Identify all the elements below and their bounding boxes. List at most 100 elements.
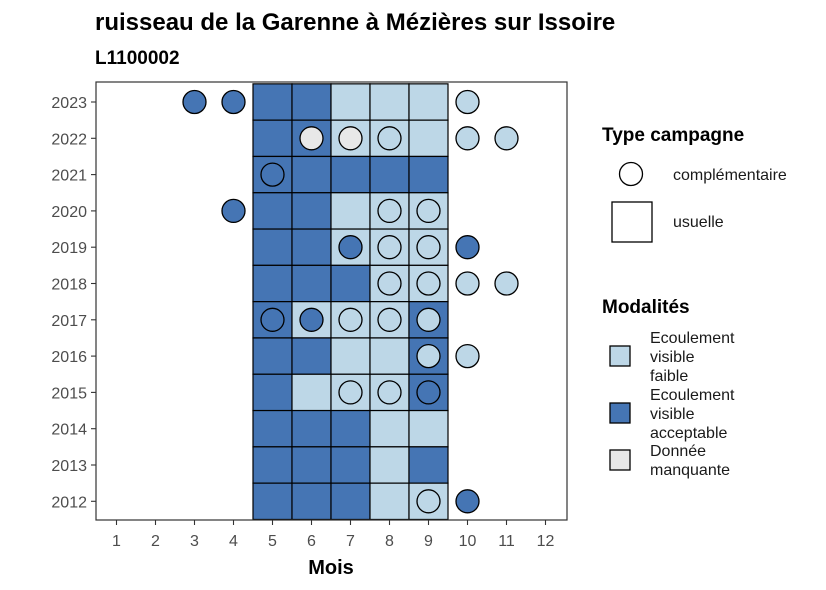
- legend-modalites-title: Modalités: [602, 297, 690, 318]
- x-tick-label: 1: [112, 533, 121, 550]
- tile-2021-8: [369, 155, 410, 194]
- x-tick-label: 3: [190, 533, 199, 550]
- tile-2012-7: [330, 482, 371, 521]
- legend-type-label: complémentaire: [673, 167, 787, 184]
- panel-border: [95, 81, 568, 521]
- x-tick-label: 4: [229, 533, 238, 550]
- point-2018-11: [494, 271, 519, 296]
- tile-2020-7: [330, 192, 371, 230]
- tile-2018-5: [252, 264, 293, 303]
- legend-square-key: [611, 201, 653, 243]
- point-2020-8: [377, 198, 402, 224]
- y-tick-label: 2017: [51, 313, 87, 330]
- x-tick-label: 12: [537, 533, 555, 550]
- x-tick-label: 9: [424, 533, 433, 550]
- tile-2012-6: [291, 482, 332, 521]
- point-2015-9: [416, 380, 441, 405]
- point-2023-4: [221, 89, 246, 115]
- legend-label-acceptable: Ecoulement visible acceptable: [650, 387, 735, 442]
- tile-2012-8: [369, 482, 410, 521]
- tile-2014-8: [369, 409, 410, 448]
- legend-key-manquante: [609, 449, 631, 471]
- tile-2020-5: [252, 192, 293, 230]
- tile-2022-5: [252, 119, 293, 158]
- tile-2014-6: [291, 409, 332, 448]
- point-2017-8: [377, 307, 402, 332]
- chart-subtitle: L1100002: [95, 48, 180, 69]
- legend-label-manquante: Donnée manquante: [650, 443, 730, 479]
- point-2022-7: [338, 126, 363, 151]
- point-2020-9: [416, 198, 441, 224]
- x-axis: 1 2 3 4 5 6 7 8 9 10 11 12: [112, 520, 555, 550]
- point-2021-5: [260, 162, 285, 187]
- tile-2016-7: [330, 337, 371, 375]
- point-2018-10: [455, 271, 480, 296]
- tile-2016-6: [291, 337, 332, 375]
- y-tick-label: 2012: [51, 494, 87, 511]
- tile-2014-7: [330, 409, 371, 448]
- y-tick-label: 2019: [51, 240, 87, 257]
- y-tick-label: 2022: [51, 131, 87, 148]
- point-2018-8: [377, 271, 402, 296]
- point-2017-6: [299, 307, 324, 332]
- legend-circle-key: [618, 161, 644, 187]
- point-2016-10: [455, 343, 480, 369]
- y-tick-label: 2018: [51, 277, 87, 294]
- x-tick-label: 8: [385, 533, 394, 550]
- y-tick-label: 2014: [51, 422, 87, 439]
- legend-key-faible: [609, 345, 631, 367]
- y-tick-label: 2020: [51, 204, 87, 221]
- point-2012-10: [455, 489, 480, 514]
- point-2019-8: [377, 235, 402, 260]
- chart-title: ruisseau de la Garenne à Mézières sur Is…: [95, 9, 615, 36]
- x-tick-label: 11: [498, 533, 515, 550]
- tile-2013-8: [369, 446, 410, 484]
- tile-2013-9: [408, 446, 449, 484]
- plot-area: [95, 81, 568, 521]
- tile-2013-7: [330, 446, 371, 484]
- tile-2023-9: [408, 83, 449, 121]
- x-axis-title: Mois: [308, 557, 354, 579]
- x-tick-label: 6: [307, 533, 316, 550]
- legend-type-label: usuelle: [673, 214, 724, 231]
- point-2022-10: [455, 126, 480, 151]
- tile-2023-5: [252, 83, 293, 121]
- tile-2016-8: [369, 337, 410, 375]
- tile-2015-5: [252, 373, 293, 412]
- x-tick-label: 2: [151, 533, 160, 550]
- legend-label-faible: Ecoulement visible faible: [650, 330, 735, 385]
- point-2019-9: [416, 235, 441, 260]
- tile-2018-7: [330, 264, 371, 303]
- point-2018-9: [416, 271, 441, 296]
- y-tick-label: 2023: [51, 95, 87, 112]
- tile-2018-6: [291, 264, 332, 303]
- x-tick-label: 5: [268, 533, 277, 550]
- point-2020-4: [221, 198, 246, 224]
- tile-2021-6: [291, 155, 332, 194]
- point-2017-9: [416, 307, 441, 332]
- point-2019-10: [455, 235, 480, 260]
- tile-2015-6: [291, 373, 332, 412]
- tile-2016-5: [252, 337, 293, 375]
- tile-2020-6: [291, 192, 332, 230]
- point-2022-11: [494, 126, 519, 151]
- tile-2021-7: [330, 155, 371, 194]
- point-2015-8: [377, 380, 402, 405]
- point-2015-7: [338, 380, 363, 405]
- tile-2013-5: [252, 446, 293, 484]
- point-2023-3: [182, 89, 207, 115]
- tile-2019-5: [252, 228, 293, 266]
- point-2022-6: [299, 126, 324, 151]
- point-2022-8: [377, 126, 402, 151]
- tile-2021-9: [408, 155, 449, 194]
- tile-2022-9: [408, 119, 449, 158]
- tile-2023-8: [369, 83, 410, 121]
- y-tick-label: 2021: [51, 168, 87, 185]
- tile-2014-9: [408, 409, 449, 448]
- tile-2023-6: [291, 83, 332, 121]
- point-2023-10: [455, 89, 480, 115]
- legend-type-title: Type campagne: [602, 125, 744, 146]
- legend-modalites: Modalités Ecoulement visible faibleEcoulem…: [602, 297, 735, 479]
- tile-2012-5: [252, 482, 293, 521]
